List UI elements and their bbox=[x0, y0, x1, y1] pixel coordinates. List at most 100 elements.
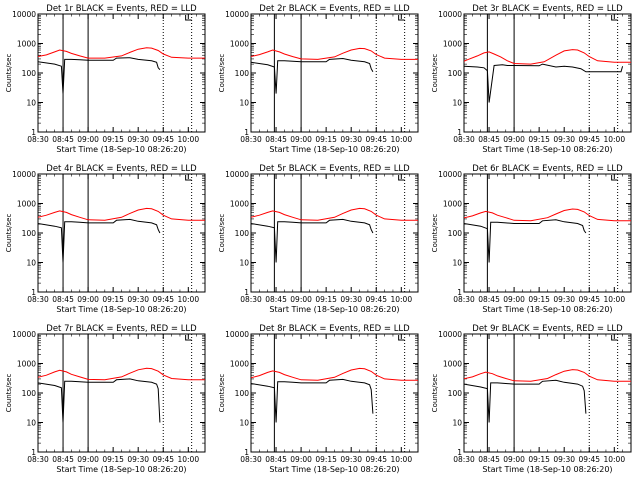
x-tick-label: 10:00 bbox=[390, 295, 412, 304]
y-axis-label: Counts/sec bbox=[218, 54, 226, 93]
y-tick-label: 100 bbox=[22, 69, 37, 78]
y-axis-label: Counts/sec bbox=[431, 214, 439, 253]
marker-bracket bbox=[398, 175, 405, 181]
x-tick-label: 08:45 bbox=[52, 455, 74, 464]
plot-panel-4: Det 4r BLACK = Events, RED = LLD 1 10 100 10… bbox=[5, 164, 206, 314]
x-tick-label: 08:30 bbox=[240, 295, 262, 304]
series-events-line bbox=[38, 57, 161, 94]
y-tick-label: 1000 bbox=[230, 360, 249, 369]
x-tick-label: 09:00 bbox=[77, 295, 99, 304]
plot-panel-6: Det 6r BLACK = Events, RED = LLD 1 10 100 10… bbox=[431, 164, 632, 314]
x-tick-label: 09:30 bbox=[340, 135, 362, 144]
plot-data bbox=[464, 334, 631, 452]
y-tick-label: 10 bbox=[26, 259, 36, 268]
plot-title: Det 6r BLACK = Events, RED = LLD bbox=[472, 164, 623, 174]
series-lld-line bbox=[464, 369, 631, 382]
marker-bracket bbox=[611, 15, 618, 21]
y-tick-label: 10000 bbox=[12, 10, 36, 19]
plot-data bbox=[251, 14, 418, 132]
x-tick-label: 09:00 bbox=[290, 455, 312, 464]
x-axis-label: Start Time (18-Sep-10 08:26:20) bbox=[269, 465, 399, 474]
x-tick-label: 09:00 bbox=[503, 455, 525, 464]
x-tick-label: 09:45 bbox=[578, 135, 600, 144]
x-axis-label: Start Time (18-Sep-10 08:26:20) bbox=[482, 145, 612, 154]
y-tick-label: 10000 bbox=[225, 330, 249, 339]
marker-bracket bbox=[398, 15, 405, 21]
series-events-line bbox=[464, 63, 624, 103]
x-tick-label: 08:30 bbox=[27, 455, 49, 464]
y-tick-label: 10000 bbox=[12, 170, 36, 179]
plot-panel-9: Det 9r BLACK = Events, RED = LLD 1 10 100 10… bbox=[431, 324, 632, 474]
x-tick-label: 10:00 bbox=[603, 135, 625, 144]
plot-title: Det 2r BLACK = Events, RED = LLD bbox=[259, 4, 410, 14]
x-axis-label: Start Time (18-Sep-10 08:26:20) bbox=[482, 465, 612, 474]
x-tick-label: 09:45 bbox=[152, 295, 174, 304]
marker-bracket bbox=[611, 335, 618, 341]
x-tick-label: 08:45 bbox=[265, 295, 287, 304]
x-axis-label: Start Time (18-Sep-10 08:26:20) bbox=[482, 305, 612, 314]
x-tick-label: 09:45 bbox=[152, 455, 174, 464]
y-tick-label: 10000 bbox=[225, 170, 249, 179]
y-tick-label: 1000 bbox=[17, 40, 36, 49]
y-tick-label: 1000 bbox=[230, 40, 249, 49]
x-tick-label: 09:45 bbox=[578, 295, 600, 304]
y-tick-label: 100 bbox=[22, 229, 37, 238]
y-tick-label: 10 bbox=[26, 99, 36, 108]
marker-bracket bbox=[611, 175, 618, 181]
y-tick-label: 1 bbox=[457, 288, 462, 297]
marker-bracket bbox=[185, 175, 192, 181]
y-tick-label: 10 bbox=[452, 99, 462, 108]
y-tick-label: 10 bbox=[239, 419, 249, 428]
x-tick-label: 09:00 bbox=[503, 135, 525, 144]
x-tick-label: 09:15 bbox=[102, 455, 124, 464]
y-axis-label: Counts/sec bbox=[218, 214, 226, 253]
x-tick-label: 08:30 bbox=[27, 135, 49, 144]
plot-frame bbox=[463, 333, 632, 453]
y-tick-label: 1 bbox=[244, 288, 249, 297]
y-tick-label: 100 bbox=[22, 389, 37, 398]
y-tick-label: 100 bbox=[448, 389, 463, 398]
y-tick-label: 1 bbox=[457, 448, 462, 457]
x-tick-label: 09:15 bbox=[102, 295, 124, 304]
series-events-line bbox=[251, 57, 374, 94]
x-tick-label: 09:15 bbox=[315, 135, 337, 144]
x-tick-label: 08:30 bbox=[453, 455, 475, 464]
x-tick-label: 09:30 bbox=[553, 455, 575, 464]
x-axis-label: Start Time (18-Sep-10 08:26:20) bbox=[269, 145, 399, 154]
x-tick-label: 09:15 bbox=[102, 135, 124, 144]
series-lld-line bbox=[464, 49, 631, 65]
x-tick-label: 09:15 bbox=[315, 295, 337, 304]
y-tick-label: 10 bbox=[26, 419, 36, 428]
plot-frame bbox=[250, 333, 419, 453]
y-tick-label: 10 bbox=[452, 259, 462, 268]
x-tick-label: 09:45 bbox=[578, 455, 600, 464]
plot-title: Det 1r BLACK = Events, RED = LLD bbox=[46, 4, 197, 14]
x-tick-label: 08:30 bbox=[453, 295, 475, 304]
plot-title: Det 3r BLACK = Events, RED = LLD bbox=[472, 4, 623, 14]
x-tick-label: 10:00 bbox=[177, 135, 199, 144]
x-tick-label: 09:30 bbox=[127, 295, 149, 304]
plot-data bbox=[38, 174, 205, 292]
y-tick-label: 10 bbox=[452, 419, 462, 428]
series-lld-line bbox=[251, 367, 418, 381]
series-events-line bbox=[38, 378, 161, 423]
series-events-line bbox=[38, 218, 161, 263]
y-axis-label: Counts/sec bbox=[5, 374, 13, 413]
plot-data bbox=[38, 334, 205, 452]
plot-data bbox=[464, 14, 631, 132]
plot-title: Det 5r BLACK = Events, RED = LLD bbox=[259, 164, 410, 174]
y-tick-label: 10 bbox=[239, 259, 249, 268]
x-tick-label: 09:15 bbox=[528, 135, 550, 144]
x-axis-label: Start Time (18-Sep-10 08:26:20) bbox=[56, 305, 186, 314]
plot-frame bbox=[250, 173, 419, 293]
y-tick-label: 1 bbox=[457, 128, 462, 137]
x-tick-label: 08:45 bbox=[478, 135, 500, 144]
y-tick-label: 1 bbox=[31, 448, 36, 457]
x-tick-label: 10:00 bbox=[177, 295, 199, 304]
series-lld-line bbox=[38, 207, 205, 221]
x-tick-label: 09:30 bbox=[127, 455, 149, 464]
x-tick-label: 09:00 bbox=[77, 135, 99, 144]
plot-panel-5: Det 5r BLACK = Events, RED = LLD 1 10 100 10… bbox=[218, 164, 419, 314]
y-tick-label: 100 bbox=[235, 69, 250, 78]
y-tick-label: 100 bbox=[448, 229, 463, 238]
